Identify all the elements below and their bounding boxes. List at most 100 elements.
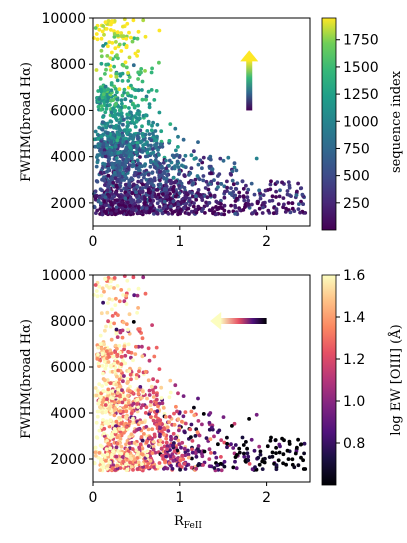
scatter-point — [122, 87, 127, 92]
scatter-point — [106, 441, 111, 446]
scatter-point — [103, 403, 108, 407]
scatter-point — [115, 441, 120, 446]
scatter-point — [118, 409, 123, 413]
scatter-point — [136, 205, 141, 209]
scatter-point — [115, 435, 120, 440]
scatter-point — [112, 427, 117, 431]
scatter-point — [132, 133, 136, 138]
scatter-point — [212, 193, 217, 198]
scatter-point — [102, 100, 106, 105]
scatter-point — [219, 438, 224, 442]
scatter-point — [191, 181, 196, 186]
scatter-point — [177, 191, 182, 196]
scatter-point — [119, 188, 124, 193]
scatter-point — [257, 444, 262, 449]
scatter-point — [148, 198, 153, 203]
scatter-point — [119, 49, 124, 53]
scatter-point — [110, 389, 115, 393]
scatter-point — [134, 344, 138, 349]
scatter-point — [99, 346, 104, 351]
scatter-point — [109, 110, 114, 115]
scatter-point — [238, 208, 243, 212]
scatter-point — [227, 209, 231, 214]
scatter-point — [119, 362, 124, 366]
scatter-point — [121, 24, 125, 29]
scatter-point — [100, 212, 105, 217]
scatter-point — [103, 154, 108, 159]
scatter-point — [230, 193, 234, 197]
scatter-point — [126, 400, 131, 405]
scatter-point — [118, 458, 122, 462]
scatter-point — [198, 193, 203, 197]
scatter-point — [121, 122, 125, 127]
scatter-point — [127, 30, 131, 35]
scatter-point — [154, 345, 159, 350]
scatter-point — [143, 132, 148, 137]
scatter-point — [192, 405, 196, 410]
scatter-point — [192, 201, 196, 206]
scatter-point — [181, 158, 186, 162]
scatter-point — [119, 98, 124, 103]
scatter-point — [156, 404, 160, 409]
scatter-point — [127, 350, 131, 355]
scatter-point — [281, 196, 286, 201]
scatter-point — [105, 397, 109, 402]
scatter-point — [121, 133, 125, 138]
scatter-point — [118, 384, 123, 389]
scatter-point — [144, 440, 149, 445]
scatter-point — [100, 410, 105, 415]
scatter-point — [176, 165, 181, 170]
scatter-point — [104, 210, 108, 214]
scatter-point — [149, 408, 154, 412]
scatter-point — [154, 89, 159, 93]
scatter-point — [209, 451, 213, 455]
scatter-point — [113, 87, 118, 91]
scatter-point — [194, 197, 199, 202]
colorbar-tick-label: 0.8 — [343, 436, 365, 452]
scatter-point — [136, 450, 141, 455]
scatter-point — [109, 351, 113, 356]
scatter-point — [269, 179, 273, 184]
scatter-point — [146, 143, 151, 148]
scatter-point — [109, 211, 114, 216]
scatter-point — [183, 410, 188, 414]
scatter-point — [222, 212, 227, 217]
scatter-point — [116, 449, 121, 454]
scatter-point — [107, 297, 112, 301]
scatter-point — [95, 294, 100, 299]
scatter-point — [131, 141, 136, 146]
scatter-point — [129, 432, 134, 437]
scatter-point — [254, 156, 259, 161]
scatter-point — [106, 319, 110, 324]
scatter-point — [114, 454, 119, 459]
scatter-point — [122, 397, 127, 402]
scatter-point — [104, 107, 109, 111]
scatter-point — [114, 382, 119, 387]
scatter-point — [189, 435, 193, 439]
scatter-point — [154, 397, 159, 402]
scatter-point — [95, 436, 100, 440]
scatter-point — [299, 199, 303, 204]
scatter-point — [274, 195, 278, 199]
scatter-point — [222, 203, 227, 208]
scatter-point — [152, 98, 157, 102]
scatter-point — [129, 99, 133, 103]
scatter-point — [94, 420, 99, 425]
scatter-point — [129, 83, 133, 88]
scatter-point — [193, 207, 198, 212]
p0-y-axis-label: FWHM(broad Hα) — [19, 62, 34, 182]
scatter-point — [121, 427, 125, 432]
scatter-point — [158, 198, 163, 203]
scatter-point — [117, 112, 122, 117]
scatter-point — [105, 452, 110, 457]
scatter-point — [172, 180, 177, 185]
scatter-point — [169, 434, 173, 439]
scatter-point — [140, 88, 144, 92]
scatter-point — [136, 210, 141, 215]
scatter-point — [152, 354, 157, 359]
scatter-point — [144, 97, 149, 102]
scatter-point — [122, 374, 126, 378]
scatter-point — [160, 173, 164, 178]
scatter-point — [114, 445, 119, 450]
scatter-point — [204, 436, 209, 440]
